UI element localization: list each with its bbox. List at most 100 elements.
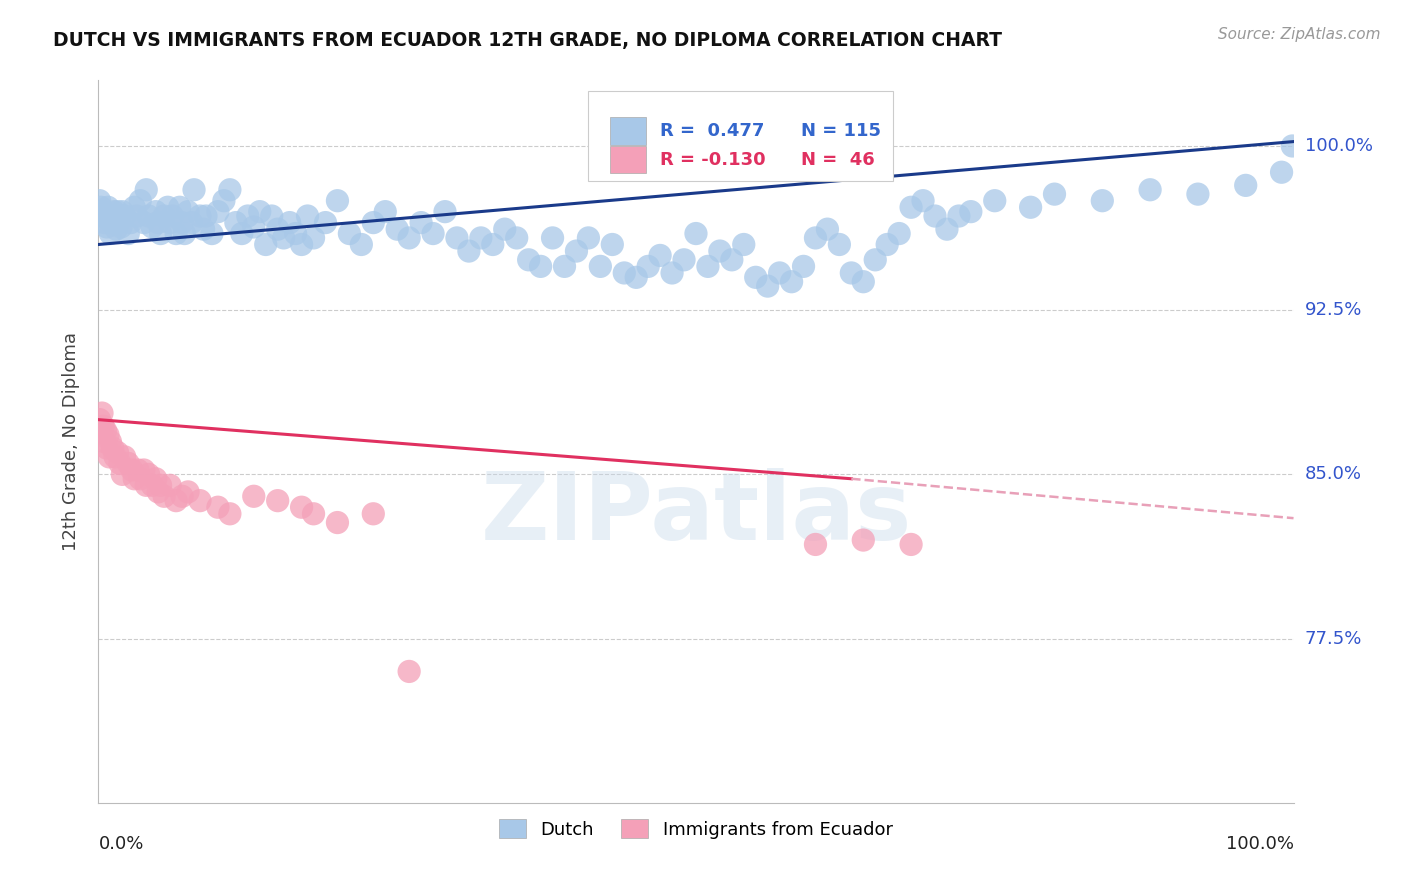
Point bbox=[363, 216, 385, 230]
Point bbox=[201, 227, 224, 241]
Point bbox=[302, 231, 325, 245]
Point bbox=[249, 204, 271, 219]
Point bbox=[101, 216, 124, 230]
Point bbox=[326, 194, 349, 208]
Point bbox=[506, 231, 529, 245]
Point bbox=[936, 222, 959, 236]
Point bbox=[114, 450, 136, 464]
Point bbox=[1139, 183, 1161, 197]
Point bbox=[219, 507, 242, 521]
Point bbox=[148, 216, 170, 230]
Point bbox=[1019, 200, 1042, 214]
Point bbox=[243, 219, 266, 234]
Point bbox=[780, 275, 803, 289]
Point bbox=[458, 244, 481, 258]
Text: 100.0%: 100.0% bbox=[1226, 835, 1294, 854]
Point bbox=[145, 472, 167, 486]
Point bbox=[219, 183, 242, 197]
Point bbox=[911, 194, 934, 208]
Point bbox=[120, 216, 142, 230]
Point bbox=[530, 260, 553, 274]
Point bbox=[129, 194, 152, 208]
Point bbox=[470, 231, 492, 245]
Point bbox=[124, 472, 146, 486]
Point bbox=[165, 493, 187, 508]
Point bbox=[637, 260, 659, 274]
Point bbox=[173, 227, 195, 241]
Point bbox=[96, 441, 118, 455]
Point bbox=[107, 445, 129, 459]
Point bbox=[1187, 187, 1209, 202]
Point bbox=[107, 216, 129, 230]
Point bbox=[91, 209, 114, 223]
Point bbox=[93, 216, 115, 230]
Point bbox=[96, 219, 118, 234]
Point bbox=[481, 237, 505, 252]
Text: 100.0%: 100.0% bbox=[1305, 137, 1372, 155]
Point bbox=[398, 231, 420, 245]
FancyBboxPatch shape bbox=[589, 91, 893, 181]
Point bbox=[159, 478, 181, 492]
Point bbox=[101, 441, 124, 455]
Point bbox=[180, 216, 202, 230]
Text: R =  0.477: R = 0.477 bbox=[661, 122, 765, 140]
Point bbox=[350, 237, 373, 252]
Point bbox=[207, 204, 229, 219]
Point bbox=[541, 231, 564, 245]
Point bbox=[398, 665, 420, 679]
Point bbox=[374, 204, 396, 219]
Point bbox=[165, 227, 187, 241]
Point bbox=[188, 209, 211, 223]
Point bbox=[117, 457, 139, 471]
Point bbox=[745, 270, 768, 285]
Bar bbox=[610, 146, 645, 173]
Point bbox=[1234, 178, 1257, 193]
Text: 0.0%: 0.0% bbox=[98, 835, 143, 854]
Point bbox=[768, 266, 790, 280]
Point bbox=[422, 227, 444, 241]
Point bbox=[149, 227, 172, 241]
Point bbox=[865, 252, 887, 267]
Point bbox=[132, 463, 155, 477]
Point bbox=[385, 222, 409, 236]
Text: R = -0.130: R = -0.130 bbox=[661, 151, 766, 169]
Point bbox=[145, 204, 167, 219]
Point bbox=[117, 227, 139, 241]
Point bbox=[260, 209, 283, 223]
Point bbox=[90, 200, 112, 214]
Point bbox=[613, 266, 636, 280]
Point bbox=[141, 219, 163, 234]
Point bbox=[709, 244, 731, 258]
Point bbox=[94, 424, 117, 438]
Point bbox=[804, 537, 827, 551]
Point bbox=[297, 209, 319, 223]
Point bbox=[103, 204, 125, 219]
Point bbox=[685, 227, 707, 241]
Point bbox=[852, 275, 875, 289]
Point bbox=[841, 266, 863, 280]
Point bbox=[159, 216, 181, 230]
Point bbox=[494, 222, 516, 236]
Point bbox=[108, 457, 131, 471]
Point bbox=[91, 419, 114, 434]
Point bbox=[111, 204, 134, 219]
Text: N = 115: N = 115 bbox=[801, 122, 882, 140]
Point bbox=[852, 533, 875, 547]
Point bbox=[554, 260, 576, 274]
Point bbox=[363, 507, 385, 521]
Point bbox=[243, 489, 266, 503]
Point bbox=[291, 500, 314, 515]
Point bbox=[900, 200, 922, 214]
Legend: Dutch, Immigrants from Ecuador: Dutch, Immigrants from Ecuador bbox=[492, 812, 900, 846]
Point bbox=[1281, 139, 1303, 153]
Point bbox=[793, 260, 815, 274]
Point bbox=[315, 216, 337, 230]
Text: ZIPatlas: ZIPatlas bbox=[481, 467, 911, 560]
Point bbox=[89, 412, 111, 426]
Point bbox=[339, 227, 361, 241]
Point bbox=[94, 209, 117, 223]
Point bbox=[231, 227, 253, 241]
Point bbox=[225, 216, 247, 230]
Point bbox=[960, 204, 983, 219]
Point bbox=[162, 209, 184, 223]
